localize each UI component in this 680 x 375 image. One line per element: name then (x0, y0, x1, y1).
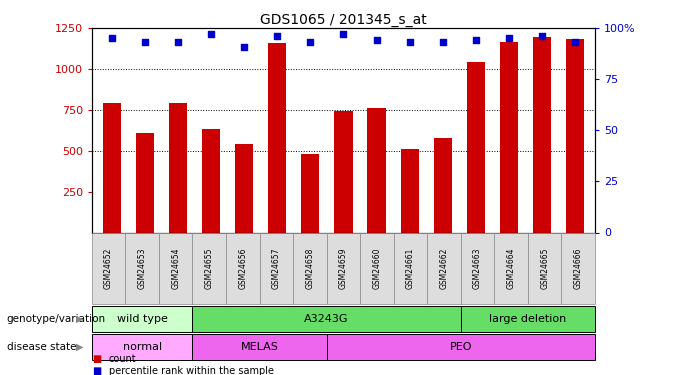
Text: ■: ■ (92, 366, 101, 375)
Text: GSM24658: GSM24658 (305, 248, 314, 289)
Point (272, 33, 283, 39)
Bar (268, 43, 286, 232)
Text: GSM24653: GSM24653 (137, 248, 147, 289)
Text: GSM24659: GSM24659 (339, 248, 348, 289)
Title: GDS1065 / 201345_s_at: GDS1065 / 201345_s_at (260, 13, 427, 27)
Bar (202, 129, 220, 232)
Point (503, 35, 514, 41)
Text: MELAS: MELAS (241, 342, 279, 352)
Text: GSM24665: GSM24665 (540, 248, 549, 289)
Bar (466, 63, 485, 232)
Text: count: count (109, 354, 137, 364)
Point (106, 35, 117, 41)
Text: normal: normal (122, 342, 162, 352)
Text: ▶: ▶ (75, 342, 84, 352)
Point (404, 39, 415, 45)
Bar (367, 108, 386, 232)
Text: GSM24657: GSM24657 (272, 248, 281, 289)
Text: GSM24663: GSM24663 (473, 248, 482, 289)
Text: GSM24661: GSM24661 (406, 248, 415, 289)
Bar (335, 111, 352, 232)
Text: ▶: ▶ (75, 314, 84, 324)
Point (471, 38, 481, 44)
Text: ■: ■ (92, 354, 101, 364)
Point (371, 38, 382, 44)
Bar (434, 138, 452, 232)
Text: A3243G: A3243G (305, 314, 349, 324)
Text: disease state: disease state (7, 342, 76, 352)
Text: wild type: wild type (117, 314, 167, 324)
Bar (500, 42, 518, 232)
Point (570, 39, 581, 45)
Bar (301, 154, 320, 232)
Text: percentile rank within the sample: percentile rank within the sample (109, 366, 274, 375)
Text: genotype/variation: genotype/variation (7, 314, 106, 324)
Bar (566, 39, 584, 232)
Text: GSM24652: GSM24652 (104, 248, 113, 289)
Point (173, 39, 184, 45)
Bar (136, 133, 154, 232)
Text: GSM24664: GSM24664 (507, 248, 515, 289)
Text: PEO: PEO (449, 342, 472, 352)
Point (205, 31, 216, 37)
Text: GSM24654: GSM24654 (171, 248, 180, 289)
Bar (235, 144, 253, 232)
Point (239, 44, 250, 50)
Bar (533, 37, 551, 232)
Point (537, 33, 547, 39)
Point (305, 39, 316, 45)
Text: large deletion: large deletion (490, 314, 566, 324)
Bar (169, 104, 187, 232)
Text: GSM24660: GSM24660 (373, 248, 381, 289)
Bar (401, 149, 419, 232)
Text: GSM24655: GSM24655 (205, 248, 214, 289)
Point (437, 39, 448, 45)
Point (338, 31, 349, 37)
Point (139, 39, 150, 45)
Bar (103, 104, 121, 232)
Text: GSM24656: GSM24656 (238, 248, 248, 289)
Text: GSM24662: GSM24662 (439, 248, 449, 289)
Text: GSM24666: GSM24666 (574, 248, 583, 289)
